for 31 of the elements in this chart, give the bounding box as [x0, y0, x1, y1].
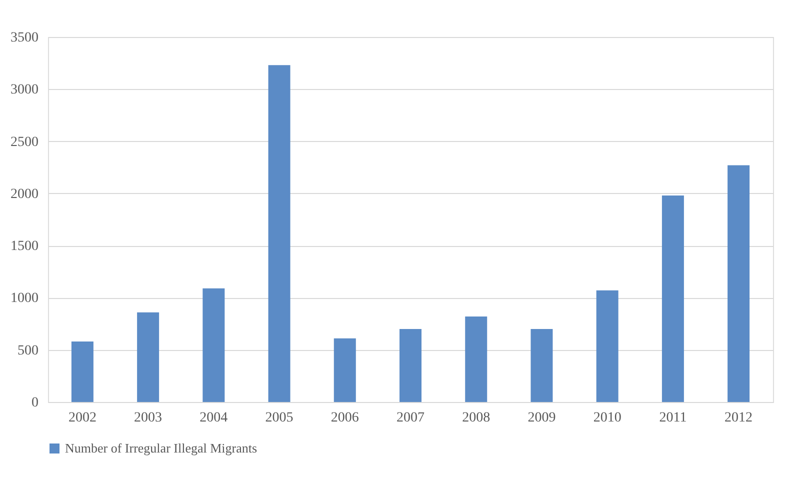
- legend-label: Number of Irregular Illegal Migrants: [65, 440, 258, 456]
- bar: [728, 165, 750, 402]
- y-tick-label: 500: [18, 343, 38, 358]
- x-tick-label: 2004: [200, 410, 228, 426]
- y-tick-label: 1500: [10, 239, 38, 254]
- y-tick-label: 2500: [10, 134, 38, 150]
- y-tick-label: 2000: [10, 186, 38, 202]
- bar: [202, 288, 225, 402]
- bar: [71, 342, 94, 402]
- y-tick-label: 3500: [10, 30, 38, 46]
- bar: [465, 316, 488, 402]
- x-tick-label: 2008: [462, 410, 490, 426]
- x-tick-label: 2010: [593, 410, 622, 426]
- bar: [530, 329, 553, 402]
- x-tick-label: 2003: [134, 410, 162, 426]
- x-tick-label: 2011: [659, 410, 687, 426]
- bar: [334, 338, 356, 402]
- bar: [400, 329, 422, 402]
- x-tick-label: 2007: [396, 410, 424, 426]
- x-tick-label: 2009: [528, 410, 556, 426]
- y-tick-label: 3000: [10, 82, 38, 98]
- bar: [268, 65, 290, 402]
- bar: [137, 312, 160, 402]
- y-tick-label: 1000: [10, 291, 38, 306]
- bar: [596, 290, 618, 402]
- y-tick-label: 0: [32, 396, 38, 410]
- x-tick-label: 2012: [724, 410, 753, 426]
- x-tick-label: 2006: [330, 410, 359, 426]
- x-tick-label: 2005: [265, 410, 294, 426]
- x-tick-label: 2002: [68, 410, 96, 426]
- bar: [662, 196, 684, 402]
